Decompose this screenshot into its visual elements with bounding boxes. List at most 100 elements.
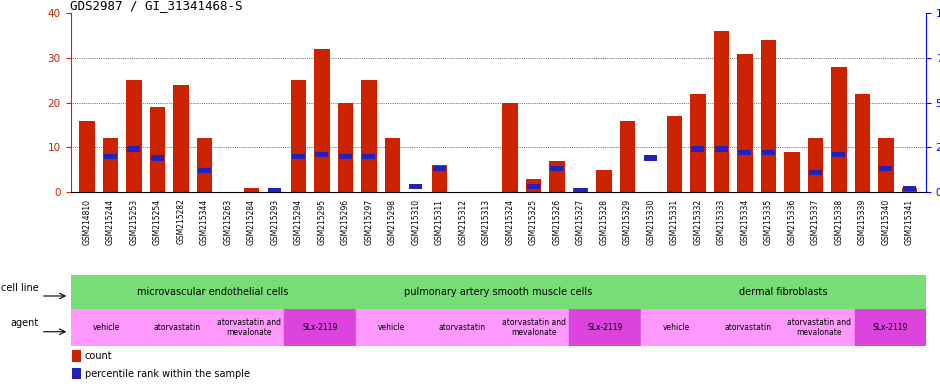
Text: GSM215284: GSM215284 — [247, 199, 256, 245]
Text: GSM215263: GSM215263 — [224, 199, 232, 245]
Bar — [431, 165, 447, 192]
Bar — [384, 139, 400, 192]
Text: GSM214810: GSM214810 — [83, 199, 91, 245]
Text: GSM215313: GSM215313 — [482, 199, 491, 245]
Bar — [316, 152, 328, 157]
Text: GSM215312: GSM215312 — [459, 199, 467, 245]
Bar — [596, 170, 612, 192]
Bar — [128, 146, 140, 152]
Bar — [831, 67, 847, 192]
Text: GSM215332: GSM215332 — [694, 199, 702, 245]
Bar — [198, 168, 211, 173]
Text: GSM215282: GSM215282 — [177, 199, 185, 245]
Text: agent: agent — [10, 318, 39, 328]
Bar — [149, 107, 165, 192]
Text: GSM215333: GSM215333 — [717, 199, 726, 245]
Text: atorvastatin and
mevalonate: atorvastatin and mevalonate — [787, 318, 851, 337]
Bar — [880, 166, 892, 172]
Bar — [498, 309, 570, 346]
Bar — [878, 139, 894, 192]
Bar — [549, 161, 565, 192]
Bar — [645, 156, 657, 161]
Text: GSM215327: GSM215327 — [576, 199, 585, 245]
Bar — [337, 103, 353, 192]
Bar — [70, 309, 142, 346]
Text: GSM215339: GSM215339 — [858, 199, 867, 245]
Bar — [355, 275, 641, 309]
Text: GDS2987 / GI_31341468-S: GDS2987 / GI_31341468-S — [70, 0, 243, 12]
Bar — [807, 139, 823, 192]
Text: pulmonary artery smooth muscle cells: pulmonary artery smooth muscle cells — [404, 287, 592, 297]
Text: percentile rank within the sample: percentile rank within the sample — [85, 369, 250, 379]
Bar — [739, 150, 751, 156]
Text: atorvastatin: atorvastatin — [439, 323, 486, 332]
Text: atorvastatin: atorvastatin — [724, 323, 771, 332]
Bar — [355, 309, 427, 346]
Bar — [269, 187, 281, 193]
Text: GSM215310: GSM215310 — [412, 199, 420, 245]
Bar — [433, 166, 446, 172]
Bar — [314, 49, 330, 192]
Bar — [70, 275, 355, 309]
Bar — [760, 40, 776, 192]
Text: GSM215329: GSM215329 — [623, 199, 632, 245]
Text: GSM215298: GSM215298 — [388, 199, 397, 245]
Text: vehicle: vehicle — [663, 323, 690, 332]
Text: GSM215331: GSM215331 — [670, 199, 679, 245]
Text: GSM215311: GSM215311 — [435, 199, 444, 245]
Text: GSM215324: GSM215324 — [506, 199, 514, 245]
Bar — [551, 166, 563, 172]
Bar — [285, 309, 355, 346]
Bar — [525, 179, 541, 192]
Text: GSM215340: GSM215340 — [882, 199, 890, 245]
Text: GSM215328: GSM215328 — [600, 199, 608, 245]
Text: GSM215296: GSM215296 — [341, 199, 350, 245]
Bar — [692, 146, 704, 152]
Bar — [361, 80, 377, 192]
Text: GSM215253: GSM215253 — [130, 199, 138, 245]
Bar — [854, 309, 926, 346]
Text: GSM215326: GSM215326 — [553, 199, 561, 245]
Bar — [213, 309, 285, 346]
Bar — [72, 350, 81, 362]
Text: count: count — [85, 351, 113, 361]
Text: vehicle: vehicle — [92, 323, 119, 332]
Text: GSM215294: GSM215294 — [294, 199, 303, 245]
Bar — [713, 31, 729, 192]
Text: atorvastatin: atorvastatin — [154, 323, 201, 332]
Text: GSM215325: GSM215325 — [529, 199, 538, 245]
Bar — [104, 154, 117, 159]
Bar — [339, 154, 352, 159]
Text: GSM215337: GSM215337 — [811, 199, 820, 245]
Bar — [72, 368, 81, 379]
Bar — [173, 85, 189, 192]
Bar — [410, 184, 422, 189]
Text: atorvastatin and
mevalonate: atorvastatin and mevalonate — [217, 318, 281, 337]
Text: SLx-2119: SLx-2119 — [588, 323, 623, 332]
Bar — [79, 121, 95, 192]
Bar — [901, 187, 917, 192]
Text: GSM215297: GSM215297 — [365, 199, 373, 245]
Bar — [833, 152, 845, 157]
Bar — [243, 187, 259, 192]
Bar — [527, 184, 540, 189]
Bar — [784, 152, 800, 192]
Bar — [574, 187, 587, 193]
Text: atorvastatin and
mevalonate: atorvastatin and mevalonate — [502, 318, 566, 337]
Text: cell line: cell line — [1, 283, 39, 293]
Bar — [783, 309, 854, 346]
Text: GSM215335: GSM215335 — [764, 199, 773, 245]
Text: SLx-2119: SLx-2119 — [303, 323, 337, 332]
Text: GSM215338: GSM215338 — [835, 199, 843, 245]
Bar — [427, 309, 498, 346]
Bar — [641, 309, 713, 346]
Bar — [737, 54, 753, 192]
Text: GSM215334: GSM215334 — [741, 199, 749, 245]
Text: vehicle: vehicle — [378, 323, 405, 332]
Text: GSM215293: GSM215293 — [271, 199, 279, 245]
Bar — [809, 170, 822, 175]
Bar — [502, 103, 518, 192]
Text: GSM215254: GSM215254 — [153, 199, 162, 245]
Bar — [363, 154, 375, 159]
Bar — [715, 146, 728, 152]
